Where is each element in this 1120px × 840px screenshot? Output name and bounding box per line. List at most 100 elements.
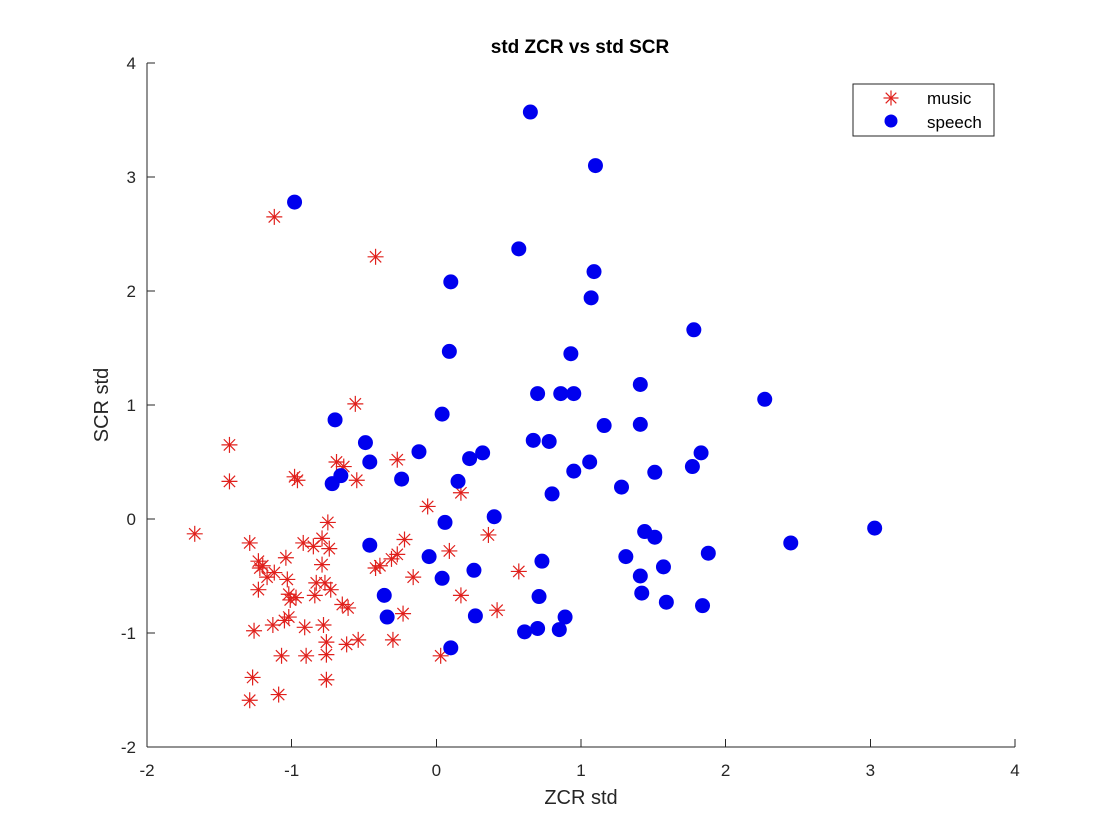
data-point-speech <box>467 608 483 624</box>
data-point-speech <box>421 549 437 565</box>
data-point-speech <box>551 622 567 638</box>
data-point-music <box>489 602 506 619</box>
data-point-speech <box>287 194 303 210</box>
data-point-speech <box>522 104 538 120</box>
data-point-music <box>314 556 331 573</box>
data-point-speech <box>531 589 547 605</box>
data-point-music <box>318 646 335 663</box>
series-music <box>186 208 527 709</box>
data-point-speech <box>511 241 527 257</box>
data-point-music <box>221 436 238 453</box>
data-point-music <box>250 581 267 598</box>
data-point-speech <box>394 471 410 487</box>
data-point-music <box>221 473 238 490</box>
data-point-speech <box>517 624 533 640</box>
y-tick-label: 0 <box>127 510 136 529</box>
data-point-music <box>319 514 336 531</box>
data-point-music <box>288 589 305 606</box>
data-point-speech <box>553 386 569 402</box>
data-point-music <box>367 560 384 577</box>
data-point-music <box>383 550 400 567</box>
data-point-music <box>367 248 384 265</box>
data-point-music <box>419 498 436 515</box>
y-tick-label: -2 <box>121 738 136 757</box>
y-tick-label: 2 <box>127 282 136 301</box>
data-point-music <box>480 526 497 543</box>
data-point-music <box>254 557 271 574</box>
data-point-speech <box>327 412 343 428</box>
data-point-music <box>244 669 261 686</box>
data-point-speech <box>867 520 883 536</box>
data-point-music <box>273 647 290 664</box>
data-point-music <box>305 538 322 555</box>
data-point-music <box>396 531 413 548</box>
data-point-speech <box>434 406 450 422</box>
data-point-speech <box>700 545 716 561</box>
data-point-speech <box>658 594 674 610</box>
data-point-music <box>314 530 331 547</box>
data-point-speech <box>596 418 612 434</box>
data-point-music <box>246 622 263 639</box>
x-tick-label: 4 <box>1010 761 1019 780</box>
data-point-music <box>295 534 312 551</box>
data-point-speech <box>362 454 378 470</box>
data-point-music <box>266 208 283 225</box>
data-point-speech <box>583 290 599 306</box>
data-point-speech <box>614 479 630 495</box>
data-point-music <box>510 563 527 580</box>
data-point-speech <box>530 620 546 636</box>
data-point-music <box>389 451 406 468</box>
data-point-speech <box>379 609 395 625</box>
data-point-music <box>315 617 332 634</box>
data-point-music <box>264 617 281 634</box>
axis-ticks: -2 -1 0 1 2 3 4 -2 -1 0 1 2 3 4 <box>121 54 1020 780</box>
data-point-music <box>280 609 297 626</box>
data-point-music <box>306 587 323 604</box>
data-point-speech <box>525 432 541 448</box>
data-point-music <box>298 647 315 664</box>
data-point-music <box>322 581 339 598</box>
data-point-speech <box>443 274 459 290</box>
data-point-music <box>452 484 469 501</box>
data-point-speech <box>475 445 491 461</box>
data-point-speech <box>647 464 663 480</box>
data-point-speech <box>541 433 557 449</box>
data-point-speech <box>441 343 457 359</box>
data-point-music <box>277 549 294 566</box>
data-point-speech <box>544 486 560 502</box>
data-point-speech <box>618 549 634 565</box>
legend: music speech <box>852 83 995 137</box>
y-tick-label: 3 <box>127 168 136 187</box>
data-point-music <box>441 542 458 559</box>
data-point-music <box>350 631 367 648</box>
data-point-music <box>371 557 388 574</box>
data-point-speech <box>466 562 482 578</box>
data-point-speech <box>647 529 663 545</box>
chart-title: std ZCR vs std SCR <box>491 37 670 58</box>
data-point-speech <box>632 416 648 432</box>
y-tick-label: 4 <box>127 54 136 73</box>
x-tick-label: 3 <box>866 761 875 780</box>
data-point-music <box>270 686 287 703</box>
data-point-music <box>347 395 364 412</box>
data-point-speech <box>587 158 603 174</box>
data-point-music <box>340 599 357 616</box>
x-axis-label: ZCR std <box>544 787 617 809</box>
data-point-music <box>452 587 469 604</box>
data-point-music <box>338 636 355 653</box>
data-point-speech <box>362 537 378 553</box>
data-point-speech <box>566 463 582 479</box>
data-point-speech <box>632 376 648 392</box>
y-tick-label: 1 <box>127 396 136 415</box>
data-point-music <box>321 540 338 557</box>
data-point-speech <box>655 559 671 575</box>
data-point-speech <box>557 609 573 625</box>
legend-box <box>852 83 995 137</box>
data-point-music <box>241 692 258 709</box>
data-point-speech <box>634 585 650 601</box>
data-point-speech <box>462 451 478 467</box>
data-point-music <box>186 525 203 542</box>
data-point-speech <box>357 435 373 451</box>
data-point-speech <box>684 459 700 475</box>
data-point-speech <box>757 391 773 407</box>
